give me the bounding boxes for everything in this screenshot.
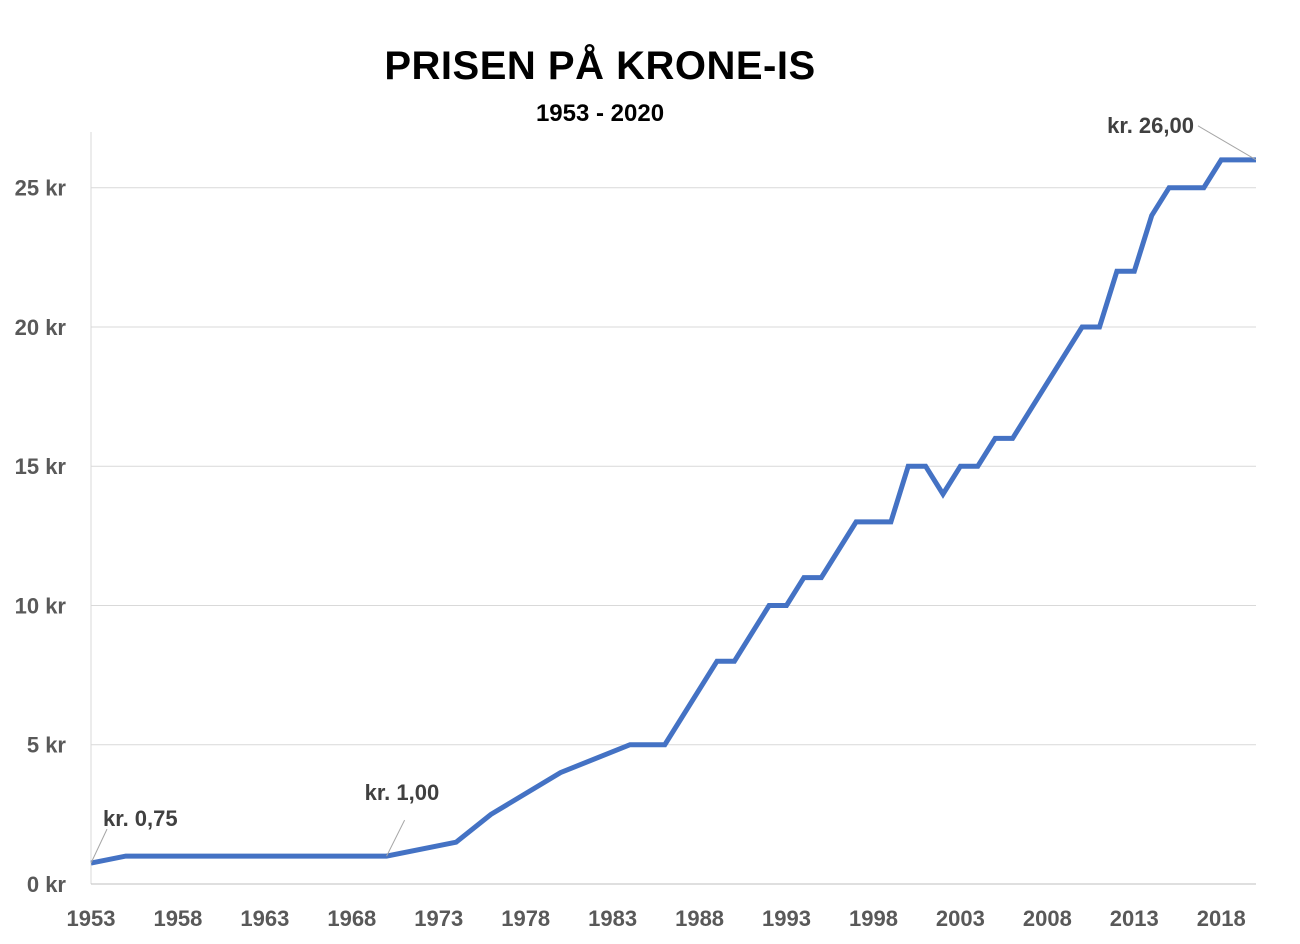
x-tick-label: 1958 [153, 906, 202, 931]
y-tick-labels: 0 kr 5 kr 10 kr 15 kr 20 kr 25 kr [15, 176, 67, 897]
x-tick-label: 1998 [849, 906, 898, 931]
y-tick-label: 20 kr [15, 315, 67, 340]
x-tick-label: 1983 [588, 906, 637, 931]
x-tick-label: 2013 [1110, 906, 1159, 931]
x-tick-label: 2003 [936, 906, 985, 931]
axes [90, 132, 1256, 885]
x-tick-label: 1988 [675, 906, 724, 931]
y-tick-label: 25 kr [15, 176, 67, 201]
y-tick-label: 10 kr [15, 593, 67, 618]
x-tick-label: 2008 [1023, 906, 1072, 931]
x-tick-label: 2018 [1197, 906, 1246, 931]
data-label: kr. 26,00 [1107, 113, 1194, 138]
annotation-leader-line [1197, 125, 1257, 161]
price-series-line [90, 157, 1256, 866]
y-tick-label: 5 kr [27, 733, 67, 758]
gridlines [91, 187, 1256, 746]
chart-title: PRISEN PÅ KRONE-IS [384, 44, 816, 88]
chart-subtitle: 1953 - 2020 [535, 100, 665, 127]
annotation-leader-line [90, 828, 108, 864]
annotation-leader-line [386, 819, 406, 857]
x-tick-label: 1978 [501, 906, 550, 931]
x-tick-label: 1968 [327, 906, 376, 931]
x-tick-labels: 1953 1958 1963 1968 1973 1978 1983 1988 1993 1998… [67, 906, 1246, 931]
data-label: kr. 0,75 [103, 806, 178, 831]
series-group [90, 157, 1256, 866]
y-tick-label: 0 kr [27, 872, 67, 897]
x-tick-label: 1963 [240, 906, 289, 931]
x-tick-label: 1993 [762, 906, 811, 931]
annotations: kr. 0,75 kr. 1,00 kr. 26,00 [90, 113, 1257, 864]
data-label: kr. 1,00 [365, 780, 440, 805]
x-tick-label: 1973 [414, 906, 463, 931]
x-tick-label: 1953 [67, 906, 116, 931]
y-tick-label: 15 kr [15, 454, 67, 479]
